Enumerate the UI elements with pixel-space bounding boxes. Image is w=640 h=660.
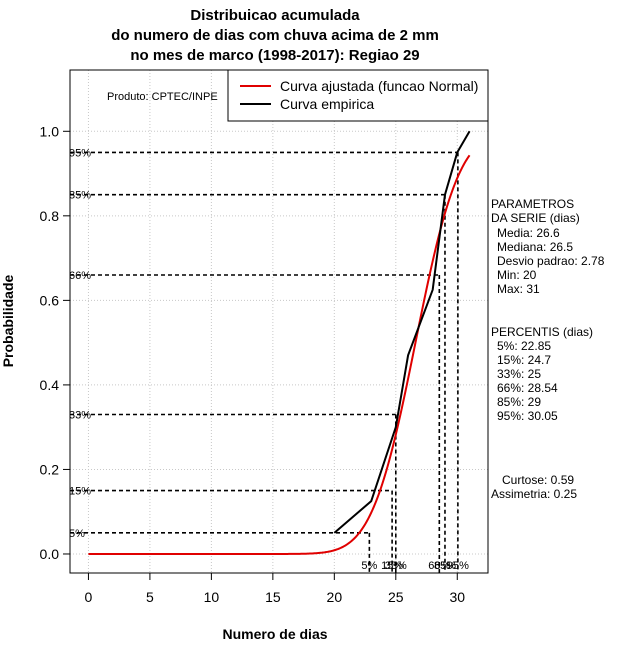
legend: Curva ajustada (funcao Normal) Curva emp… <box>227 69 489 122</box>
fitted-curve <box>88 154 471 555</box>
percentile-xlabel-5%: 5% <box>361 560 377 572</box>
param-mediana: Mediana: 26.5 <box>497 240 573 254</box>
x-axis: 0 5 10 15 20 25 30 <box>85 573 465 605</box>
percentile-ylabel-85%: 85% <box>69 190 91 202</box>
legend-box <box>227 69 489 122</box>
percentil-15: 15%: 24.7 <box>497 353 551 367</box>
curves <box>88 130 471 555</box>
percentil-66: 66%: 28.54 <box>497 381 558 395</box>
percentile-ylabel-15%: 15% <box>69 486 91 498</box>
y-tick-label-0.8: 0.8 <box>40 208 60 224</box>
param-media: Media: 26.6 <box>497 226 560 240</box>
parametros-title-2: DA SERIE (dias) <box>491 211 580 225</box>
x-tick-label-15: 15 <box>265 589 281 605</box>
plot-border <box>69 69 489 574</box>
x-tick-label-20: 20 <box>327 589 343 605</box>
y-tick-label-0.4: 0.4 <box>40 377 60 393</box>
x-tick-label-0: 0 <box>85 589 93 605</box>
y-tick-label-0.6: 0.6 <box>40 292 60 308</box>
chart-title-line-3: no mes de marco (1998-2017): Regiao 29 <box>130 47 419 64</box>
curtose: Curtose: 0.59 <box>502 473 574 487</box>
side-panel: PARAMETROS DA SERIE (dias) Media: 26.6 M… <box>491 197 605 501</box>
percentile-guides: 5%5%15%15%33%33%66%66%85%85%95%95% <box>69 147 469 573</box>
legend-label-empirical: Curva empirica <box>280 96 374 112</box>
percentil-5: 5%: 22.85 <box>497 339 551 353</box>
chart-title-line-1: Distribuicao acumulada <box>190 7 360 24</box>
empirical-curve <box>333 130 471 534</box>
grid <box>70 70 488 573</box>
chart-title-line-2: do numero de dias com chuva acima de 2 m… <box>111 27 439 44</box>
y-axis-label: Probabilidade <box>0 275 16 368</box>
param-desvio: Desvio padrao: 2.78 <box>497 254 605 268</box>
x-tick-label-25: 25 <box>388 589 404 605</box>
percentile-ylabel-33%: 33% <box>69 409 91 421</box>
param-max: Max: 31 <box>497 282 540 296</box>
percentile-xlabel-85%: 85% <box>434 560 456 572</box>
legend-label-fitted: Curva ajustada (funcao Normal) <box>280 78 478 94</box>
percentile-xlabel-33%: 33% <box>385 560 407 572</box>
percentis-title: PERCENTIS (dias) <box>491 325 593 339</box>
percentile-xlabel-15%: 15% <box>381 560 403 572</box>
y-axis: 0.0 0.2 0.4 0.6 0.8 1.0 <box>40 123 70 562</box>
percentil-33: 33%: 25 <box>497 367 541 381</box>
parametros-title-1: PARAMETROS <box>491 197 574 211</box>
percentile-ylabel-66%: 66% <box>69 270 91 282</box>
x-axis-label: Numero de dias <box>222 626 327 642</box>
y-tick-label-0.2: 0.2 <box>40 461 60 477</box>
assimetria: Assimetria: 0.25 <box>491 487 577 501</box>
y-tick-label-1: 1.0 <box>40 123 60 139</box>
product-label: Produto: CPTEC/INPE <box>107 91 218 103</box>
param-min: Min: 20 <box>497 268 537 282</box>
percentile-ylabel-5%: 5% <box>69 528 85 540</box>
percentile-xlabel-95%: 95% <box>447 560 469 572</box>
x-tick-label-10: 10 <box>204 589 220 605</box>
percentil-95: 95%: 30.05 <box>497 409 558 423</box>
y-tick-label-0: 0.0 <box>40 546 60 562</box>
percentil-85: 85%: 29 <box>497 395 541 409</box>
x-tick-label-30: 30 <box>449 589 465 605</box>
percentile-ylabel-95%: 95% <box>69 147 91 159</box>
x-tick-label-5: 5 <box>146 589 154 605</box>
